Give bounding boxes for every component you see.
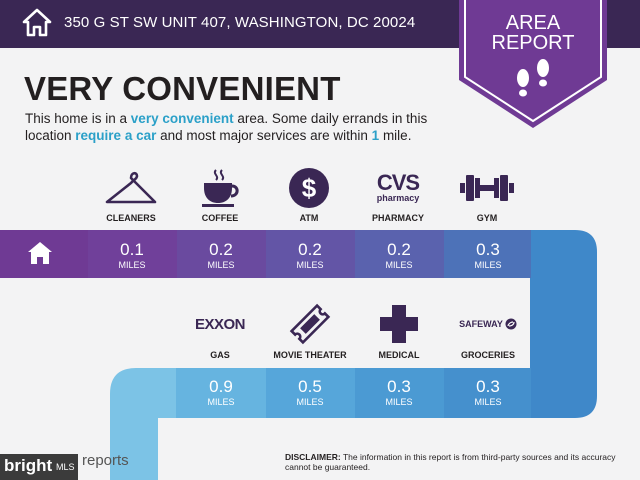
disclaimer: DISCLAIMER: The information in this repo… (285, 452, 616, 472)
home-icon (22, 8, 52, 37)
distance-gym: 0.3 MILES (474, 240, 502, 271)
distance-medical: 0.3 MILES (385, 377, 413, 408)
service-label: MEDICAL (378, 350, 420, 360)
medical-cross-icon (355, 302, 443, 346)
exxon-logo-icon: EXXON (194, 315, 246, 333)
area-report-badge (459, 0, 607, 128)
distance-gas: 0.9 MILES (207, 377, 235, 408)
coffee-cup-icon (176, 166, 264, 210)
dollar-icon: $ (265, 166, 353, 210)
cvs-logo-icon: CVS pharmacy (376, 170, 420, 204)
service-label: PHARMACY (371, 213, 424, 223)
service-label: CLEANERS (106, 213, 156, 223)
distance-coffee: 0.2 MILES (207, 240, 235, 271)
service-label: GROCERIES (460, 350, 515, 360)
reports-brand: reports (82, 452, 129, 469)
distance-cleaners: 0.1 MILES (118, 240, 146, 271)
page-title: VERY CONVENIENT (24, 70, 341, 107)
service-label: GAS (210, 350, 230, 360)
badge-title-line2: REPORT (491, 32, 575, 54)
service-label: ATM (299, 213, 319, 223)
distance-movie-theater: 0.5 MILES (296, 377, 324, 408)
dumbbell-icon (443, 166, 531, 210)
service-label: MOVIE THEATER (273, 350, 347, 360)
bright-mls-logo: bright MLS (0, 454, 78, 480)
distance-atm: 0.2 MILES (296, 240, 324, 271)
description: This home is in a very convenient area. … (25, 111, 428, 143)
hanger-icon (87, 166, 175, 210)
service-label: COFFEE (201, 213, 239, 223)
distance-groceries: 0.3 MILES (474, 377, 502, 408)
home-marker-icon (28, 242, 52, 264)
svg-text:$: $ (302, 173, 317, 203)
footprints-icon (517, 59, 549, 97)
distance-band (0, 230, 597, 480)
badge-title-line1: AREA (505, 12, 561, 34)
ticket-icon (266, 302, 354, 346)
address: 350 G ST SW UNIT 407, WASHINGTON, DC 200… (64, 14, 416, 31)
safeway-logo-icon: SAFEWAY (444, 302, 532, 346)
distance-pharmacy: 0.2 MILES (385, 240, 413, 271)
service-label: GYM (476, 213, 498, 223)
